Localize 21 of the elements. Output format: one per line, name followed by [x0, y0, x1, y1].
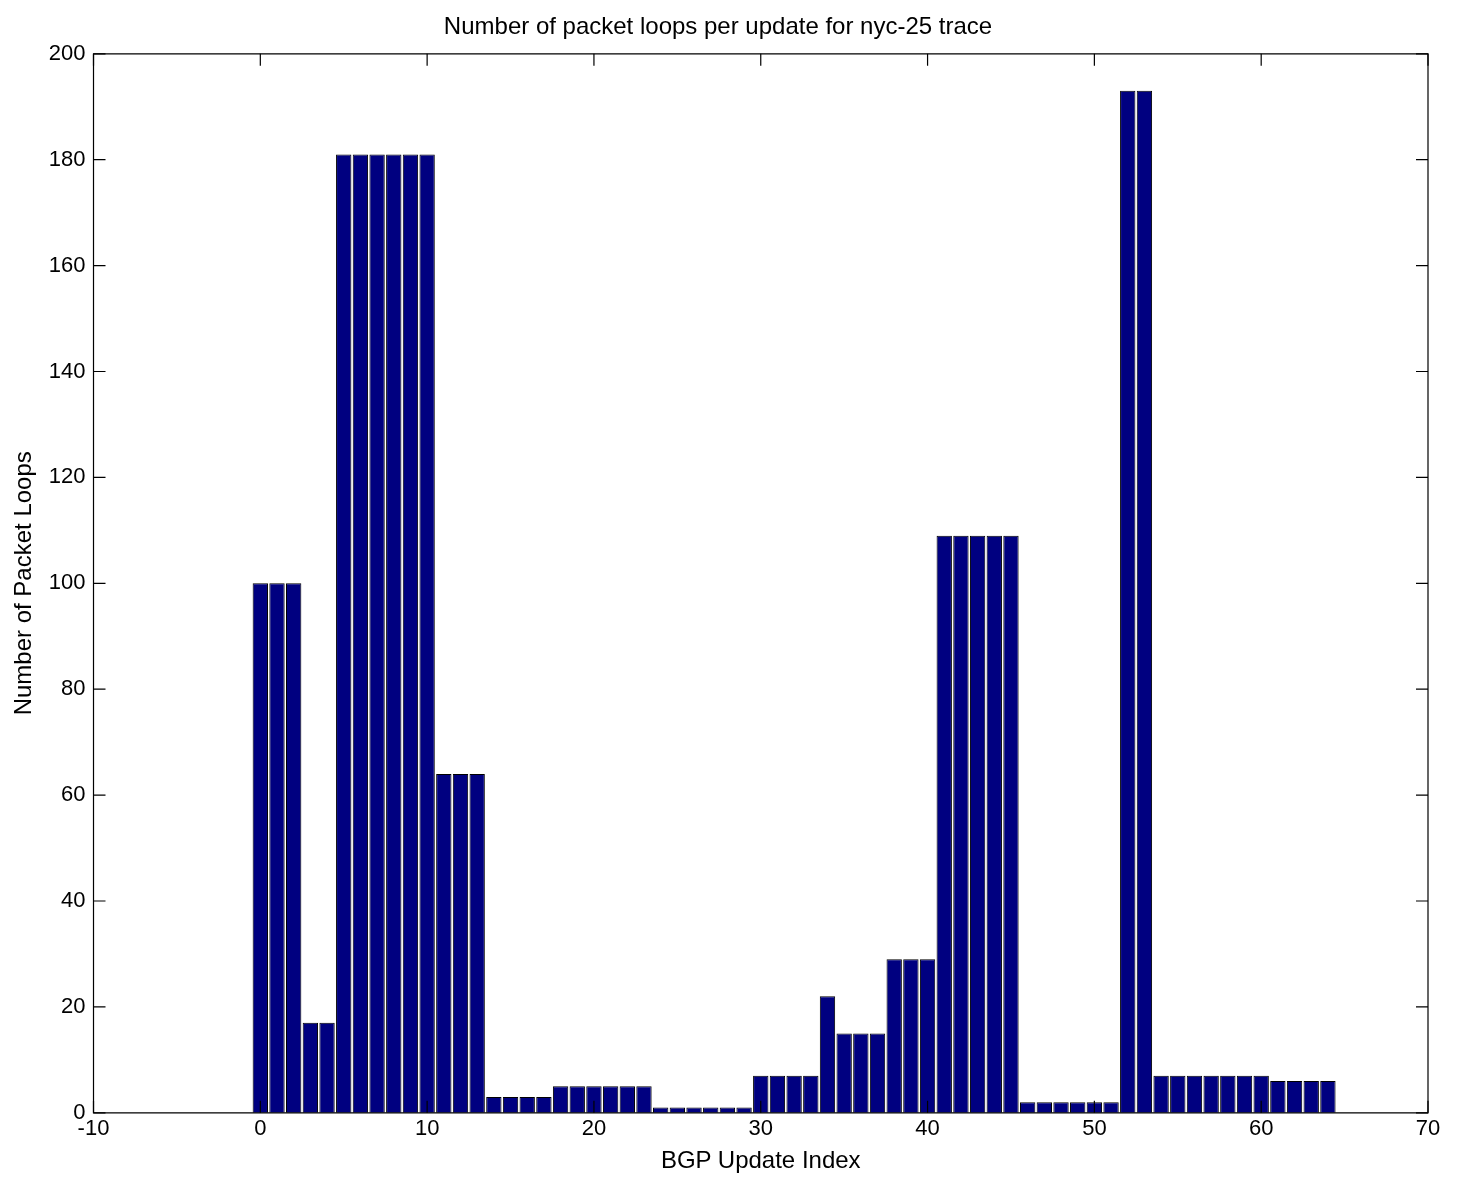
y-tick-label: 20: [61, 992, 86, 1018]
x-tick-label: 30: [748, 1115, 773, 1141]
y-tick-label: 160: [48, 251, 86, 277]
y-tick-label: 60: [61, 781, 86, 807]
y-tick-label: 140: [48, 357, 86, 383]
y-tick-label: 200: [48, 39, 86, 65]
y-tick-label: 120: [48, 463, 86, 489]
x-tick-label: 40: [915, 1115, 940, 1141]
x-tick-label: 20: [581, 1115, 607, 1141]
y-tick-label: 80: [61, 675, 86, 701]
y-axis-title: Number of Packet Loops: [9, 451, 37, 716]
x-tick-label: 70: [1415, 1115, 1441, 1141]
y-tick-label: 40: [61, 887, 86, 913]
x-tick-label: 60: [1248, 1115, 1274, 1141]
y-tick-label: 180: [48, 145, 86, 171]
x-axis-title: BGP Update Index: [660, 1146, 861, 1174]
x-tick-label: 0: [254, 1115, 267, 1141]
x-tick-label: 50: [1082, 1115, 1107, 1141]
x-tick-label: 10: [414, 1115, 440, 1141]
chart-title: Number of packet loops per update for nyc-25 trace: [443, 12, 993, 40]
y-tick-label: 100: [48, 569, 86, 595]
